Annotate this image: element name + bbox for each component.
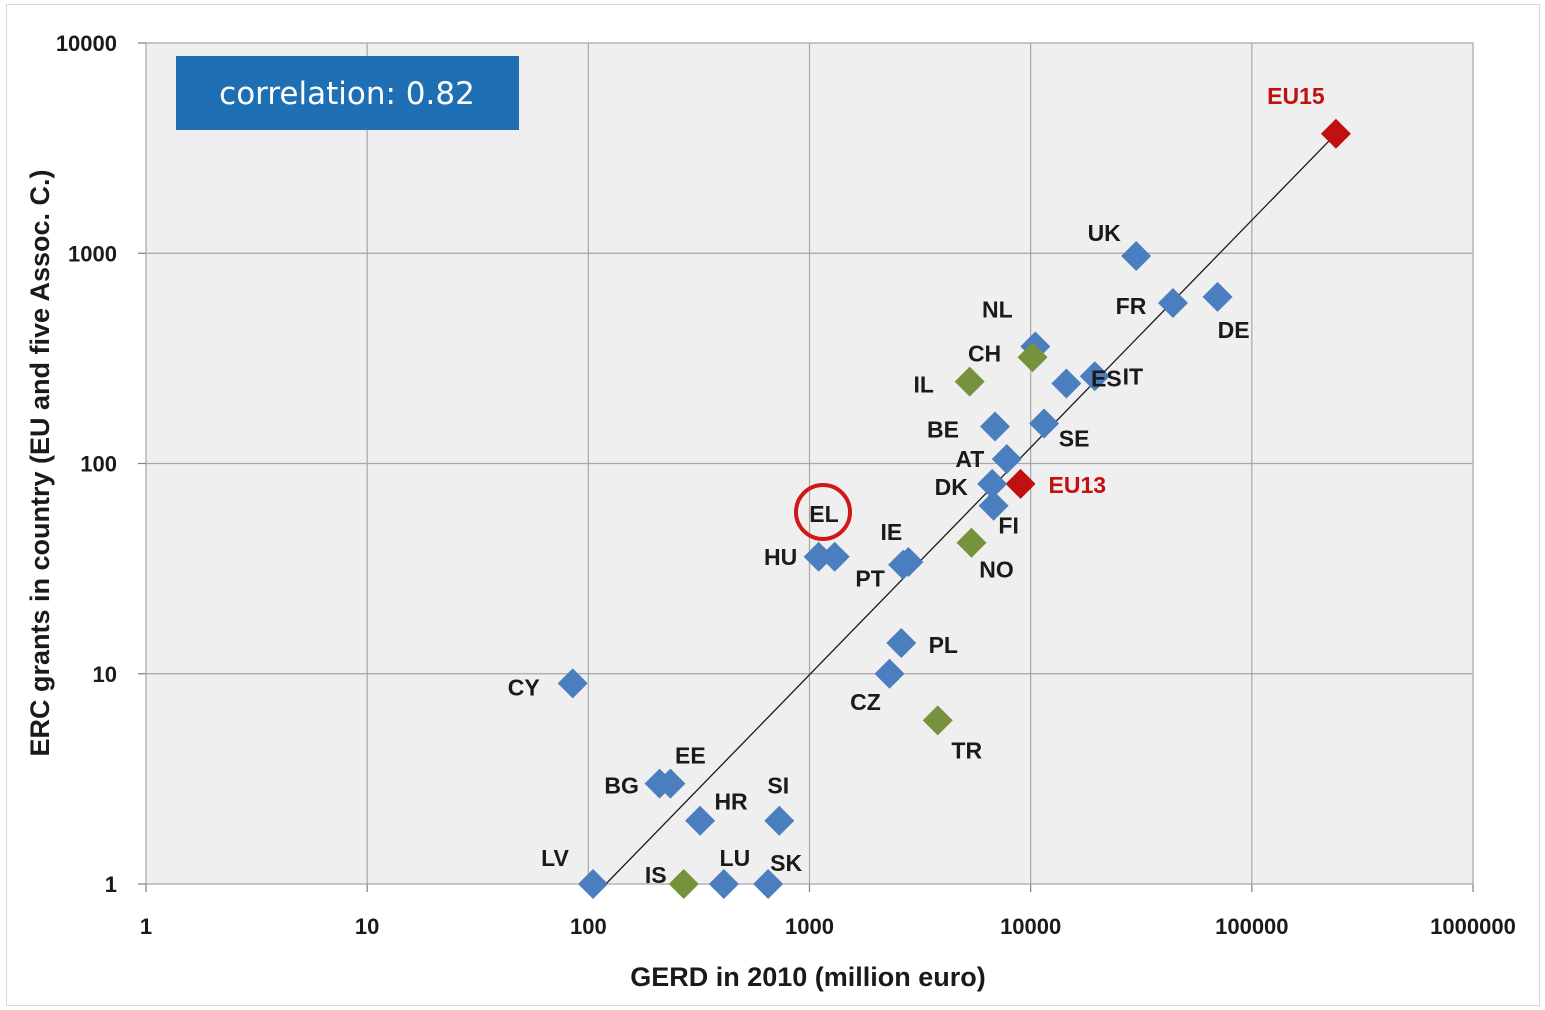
- marker-si: [764, 805, 795, 836]
- y-tick-label: 100: [80, 452, 117, 477]
- marker-cy: [557, 668, 588, 699]
- x-tick-label: 1000000: [1430, 914, 1516, 939]
- marker-es: [1051, 368, 1082, 399]
- correlation-label: correlation: 0.82: [219, 76, 475, 112]
- label-tr: TR: [951, 737, 982, 763]
- marker-uk: [1121, 241, 1152, 272]
- marker-eu13: [1005, 468, 1036, 499]
- marker-is: [668, 869, 699, 899]
- marker-fi: [978, 490, 1009, 521]
- y-axis-ticks: 1 10 100 1000 10000: [56, 31, 117, 897]
- x-tick-label: 1: [140, 914, 152, 939]
- label-dk: DK: [935, 474, 969, 500]
- marker-pl: [886, 628, 917, 659]
- x-tick-label: 10000: [1000, 914, 1061, 939]
- marker-lu: [708, 869, 739, 899]
- marker-hr: [685, 805, 716, 836]
- label-is: IS: [645, 862, 667, 888]
- y-tick-label: 1000: [68, 241, 117, 266]
- marker-pt: [888, 549, 919, 580]
- label-lv: LV: [541, 845, 569, 871]
- y-axis-title: ERC grants in country (EU and five Assoc…: [25, 169, 55, 756]
- label-nl: NL: [982, 297, 1013, 323]
- marker-fr: [1157, 287, 1188, 318]
- data-points: [557, 118, 1351, 899]
- marker-cz: [874, 658, 905, 689]
- marker-hu: [803, 541, 834, 572]
- marker-dk: [977, 468, 1008, 499]
- marker-eu15: [1320, 118, 1351, 149]
- label-cz: CZ: [850, 689, 881, 715]
- label-pl: PL: [929, 632, 958, 658]
- marker-sk: [753, 869, 784, 899]
- marker-de: [1202, 281, 1233, 312]
- label-il: IL: [913, 372, 933, 398]
- label-eu13: EU13: [1049, 472, 1107, 498]
- label-uk: UK: [1088, 220, 1122, 246]
- label-de: DE: [1218, 317, 1250, 343]
- marker-ch: [1017, 342, 1048, 373]
- highlight-ring: [794, 483, 852, 541]
- x-axis-title: GERD in 2010 (million euro): [630, 962, 986, 992]
- x-tick-label: 100: [570, 914, 607, 939]
- label-hr: HR: [714, 789, 748, 815]
- label-sk: SK: [770, 850, 802, 876]
- label-es: ES: [1091, 366, 1122, 392]
- marker-ee: [655, 768, 686, 799]
- x-tick-label: 10: [355, 914, 379, 939]
- gridlines: [138, 42, 1474, 892]
- label-cy: CY: [508, 674, 540, 700]
- label-no: NO: [979, 557, 1014, 583]
- marker-il: [954, 366, 985, 397]
- correlation-box: [176, 56, 519, 130]
- label-at: AT: [955, 446, 984, 472]
- trendline: [605, 133, 1337, 885]
- marker-lv: [578, 869, 609, 899]
- y-tick-label: 10: [93, 662, 117, 687]
- marker-at: [991, 444, 1022, 475]
- label-fr: FR: [1116, 293, 1147, 319]
- label-be: BE: [927, 416, 959, 442]
- label-ie: IE: [881, 519, 903, 545]
- label-se: SE: [1059, 425, 1090, 451]
- marker-it: [1079, 361, 1110, 392]
- label-ch: CH: [968, 340, 1001, 366]
- y-tick-label: 10000: [56, 31, 117, 56]
- label-eu15: EU15: [1267, 83, 1325, 109]
- label-pt: PT: [855, 566, 884, 592]
- label-hu: HU: [764, 544, 797, 570]
- x-axis-ticks: 1 10 100 1000 10000 100000 1000000: [140, 914, 1516, 939]
- marker-el: [819, 541, 850, 572]
- x-tick-label: 100000: [1215, 914, 1288, 939]
- label-it: IT: [1123, 363, 1143, 389]
- y-tick-label: 1: [105, 872, 117, 897]
- label-lu: LU: [720, 845, 751, 871]
- label-fi: FI: [998, 513, 1018, 539]
- label-el: EL: [809, 501, 838, 527]
- label-bg: BG: [604, 773, 639, 799]
- label-ee: EE: [675, 743, 706, 769]
- marker-no: [956, 527, 987, 558]
- marker-se: [1029, 408, 1060, 439]
- marker-be: [980, 411, 1011, 442]
- marker-tr: [922, 705, 953, 736]
- chart-frame: [6, 4, 1540, 1006]
- x-tick-label: 1000: [785, 914, 834, 939]
- label-si: SI: [767, 773, 789, 799]
